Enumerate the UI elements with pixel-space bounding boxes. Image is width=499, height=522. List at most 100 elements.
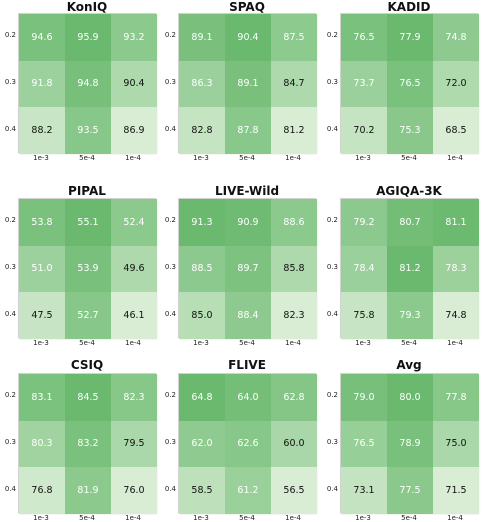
- heatmap-cell: 93.2: [111, 14, 157, 61]
- x-tick-label: 1e-4: [285, 514, 301, 522]
- heatmap-cell: 84.5: [65, 374, 111, 421]
- x-tick-label: 5e-4: [79, 154, 95, 162]
- heatmap-cell: 76.5: [341, 14, 387, 61]
- y-tick-label: 0.4: [4, 124, 16, 133]
- heatmap-cell: 49.6: [111, 245, 157, 293]
- x-tick-label: 1e-4: [447, 514, 463, 522]
- y-tick-label: 0.3: [164, 78, 176, 86]
- heatmap-cell: 76.5: [341, 420, 387, 468]
- heatmap-panel: 64.8 64.0 62.8 62.0 62.6 60.0 58.5 61.2 56.5: [178, 373, 317, 514]
- heatmap-cell: 87.8: [225, 107, 271, 154]
- chart-title: KonIQ: [66, 0, 108, 14]
- heatmap-cell: 93.5: [65, 107, 111, 154]
- heatmap-cell: 76.0: [111, 467, 157, 514]
- heatmap-cell: 60.0: [271, 420, 317, 468]
- x-tick-label: 1e-4: [285, 339, 301, 347]
- chart-title: CSIQ: [70, 358, 104, 372]
- heatmap-cell: 79.2: [341, 199, 387, 246]
- heatmap-cell: 62.6: [225, 420, 271, 468]
- chart-title: Avg: [396, 358, 422, 372]
- y-tick-label: 0.2: [326, 216, 338, 225]
- x-tick-label: 1e-3: [355, 154, 371, 162]
- heatmap-cell: 94.8: [65, 60, 111, 108]
- heatmap-cell: 84.7: [271, 60, 317, 108]
- chart-title: LIVE-Wild: [214, 184, 280, 198]
- chart-title: AGIQA-3K: [376, 184, 442, 198]
- heatmap-cell: 86.9: [111, 107, 157, 154]
- heatmap-cell: 74.8: [433, 292, 479, 339]
- heatmap-cell: 90.4: [225, 14, 271, 61]
- heatmap-cell: 61.2: [225, 467, 271, 514]
- heatmap-cell: 94.6: [19, 14, 65, 61]
- heatmap-cell: 81.2: [387, 245, 433, 293]
- y-tick-label: 0.4: [4, 309, 16, 318]
- y-tick-label: 0.3: [164, 263, 176, 271]
- y-tick-label: 0.4: [164, 484, 176, 493]
- heatmap-cell: 89.1: [179, 14, 225, 61]
- chart-title: FLIVE: [228, 358, 266, 372]
- heatmap-cell: 51.0: [19, 245, 65, 293]
- heatmap-cell: 78.3: [433, 245, 479, 293]
- heatmap-cell: 88.6: [271, 199, 317, 246]
- heatmap-cell: 74.8: [433, 14, 479, 61]
- heatmap-cell: 71.5: [433, 467, 479, 514]
- y-tick-label: 0.2: [4, 216, 16, 225]
- heatmap-cell: 89.7: [225, 245, 271, 293]
- heatmap-cell: 79.0: [341, 374, 387, 421]
- heatmap-panel: 94.6 95.9 93.2 91.8 94.8 90.4 88.2 93.5 86.9: [18, 13, 157, 154]
- heatmap-cell: 62.8: [271, 374, 317, 421]
- heatmap-cell: 46.1: [111, 292, 157, 339]
- x-tick-label: 5e-4: [239, 514, 255, 522]
- y-tick-label: 0.4: [164, 309, 176, 318]
- heatmap-cell: 85.8: [271, 245, 317, 293]
- x-tick-label: 5e-4: [239, 154, 255, 162]
- y-tick-label: 0.3: [4, 438, 16, 446]
- x-tick-label: 1e-4: [447, 154, 463, 162]
- x-tick-label: 1e-3: [355, 339, 371, 347]
- heatmap-panel: 83.1 84.5 82.3 80.3 83.2 79.5 76.8 81.9 76.0: [18, 373, 157, 514]
- heatmap-cell: 90.9: [225, 199, 271, 246]
- y-tick-label: 0.4: [326, 484, 338, 493]
- heatmap-cell: 73.1: [341, 467, 387, 514]
- x-tick-label: 5e-4: [239, 339, 255, 347]
- x-tick-label: 5e-4: [79, 514, 95, 522]
- x-tick-label: 1e-4: [125, 514, 141, 522]
- x-tick-label: 1e-3: [193, 339, 209, 347]
- heatmap-cell: 55.1: [65, 199, 111, 246]
- heatmap-panel: 89.1 90.4 87.5 86.3 89.1 84.7 82.8 87.8 81.2: [178, 13, 317, 154]
- y-tick-label: 0.3: [4, 263, 16, 271]
- y-tick-label: 0.2: [4, 31, 16, 40]
- heatmap-cell: 78.4: [341, 245, 387, 293]
- heatmap-cell: 78.9: [387, 420, 433, 468]
- heatmap-cell: 70.2: [341, 107, 387, 154]
- heatmap-cell: 58.5: [179, 467, 225, 514]
- heatmap-cell: 47.5: [19, 292, 65, 339]
- y-tick-label: 0.2: [164, 216, 176, 225]
- heatmap-cell: 80.0: [387, 374, 433, 421]
- heatmap-cell: 75.8: [341, 292, 387, 339]
- y-tick-label: 0.2: [164, 31, 176, 40]
- y-tick-label: 0.3: [4, 78, 16, 86]
- heatmap-cell: 88.5: [179, 245, 225, 293]
- heatmap-cell: 53.9: [65, 245, 111, 293]
- heatmap-cell: 75.3: [387, 107, 433, 154]
- y-tick-label: 0.3: [326, 78, 338, 86]
- chart-title: KADID: [387, 0, 431, 14]
- y-tick-label: 0.4: [326, 124, 338, 133]
- heatmap-cell: 95.9: [65, 14, 111, 61]
- heatmap-cell: 77.5: [387, 467, 433, 514]
- heatmap-cell: 76.5: [387, 60, 433, 108]
- x-tick-label: 1e-4: [125, 154, 141, 162]
- heatmap-cell: 87.5: [271, 14, 317, 61]
- heatmap-cell: 81.2: [271, 107, 317, 154]
- heatmap-cell: 79.3: [387, 292, 433, 339]
- y-tick-label: 0.3: [326, 438, 338, 446]
- x-tick-label: 1e-3: [193, 514, 209, 522]
- heatmap-cell: 85.0: [179, 292, 225, 339]
- heatmap-cell: 75.0: [433, 420, 479, 468]
- x-tick-label: 1e-3: [355, 514, 371, 522]
- heatmap-cell: 91.8: [19, 60, 65, 108]
- heatmap-panel: 79.2 80.7 81.1 78.4 81.2 78.3 75.8 79.3 74.8: [340, 198, 479, 339]
- x-tick-label: 5e-4: [79, 339, 95, 347]
